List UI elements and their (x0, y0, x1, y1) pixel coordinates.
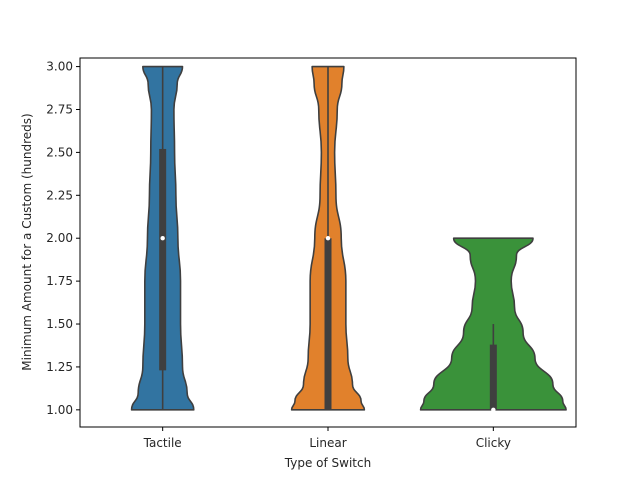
y-tick-label: 2.75 (46, 102, 73, 116)
x-tick-label: Tactile (143, 436, 182, 450)
y-tick-label: 3.00 (46, 60, 73, 74)
y-tick-label: 1.50 (46, 317, 73, 331)
y-tick-label: 1.75 (46, 274, 73, 288)
y-tick-label: 2.25 (46, 188, 73, 202)
x-tick-label: Linear (309, 436, 346, 450)
violin-iqr-box-tactile (159, 148, 167, 371)
violin-iqr-box-clicky (489, 344, 497, 410)
violin-iqr-box-linear (324, 238, 332, 410)
x-axis-label: Type of Switch (284, 456, 371, 470)
x-tick-label: Clicky (476, 436, 511, 450)
y-axis-label: Minimum Amount for a Custom (hundreds) (20, 113, 34, 370)
violin-median-clicky (491, 407, 496, 413)
violin-median-linear (325, 236, 331, 241)
violins (130, 65, 567, 413)
y-tick-label: 2.00 (46, 231, 73, 245)
y-axis-ticks: 1.00 1.25 1.50 1.75 2.00 2.25 2.50 2.75 3.00 (46, 60, 80, 417)
y-tick-label: 2.50 (46, 145, 73, 159)
plot-frame (79, 57, 577, 428)
x-axis-ticks: Tactile Linear Clicky (143, 427, 511, 450)
y-tick-label: 1.00 (46, 403, 73, 417)
violin-median-tactile (160, 236, 165, 241)
y-tick-label: 1.25 (46, 360, 73, 374)
